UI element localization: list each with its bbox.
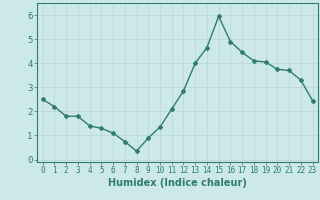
X-axis label: Humidex (Indice chaleur): Humidex (Indice chaleur) — [108, 178, 247, 188]
